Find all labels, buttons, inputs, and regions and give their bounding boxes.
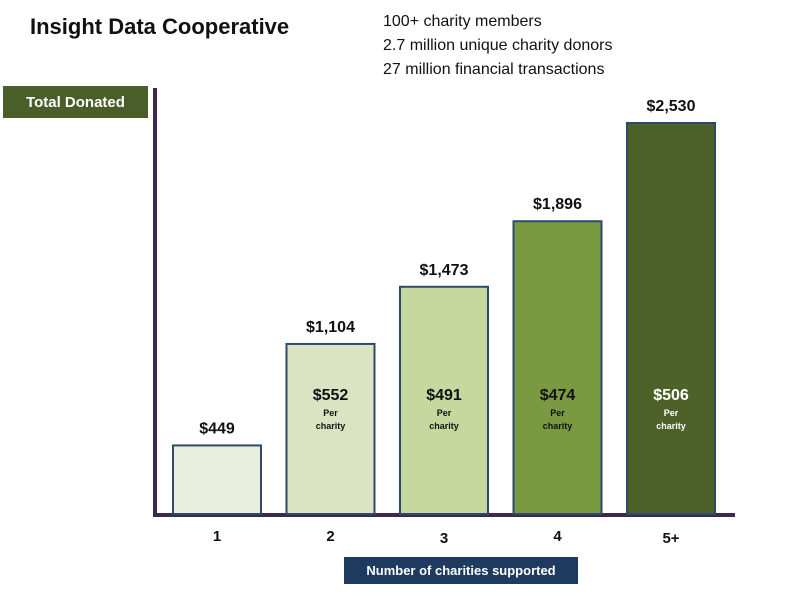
- y-axis-label: Total Donated: [3, 86, 148, 118]
- bar-value-label: $1,473: [420, 262, 469, 279]
- stat-donors: 2.7 million unique charity donors: [383, 37, 613, 54]
- stats-list: 100+ charity members 2.7 million unique …: [383, 10, 612, 82]
- chart-title: Insight Data Cooperative: [30, 14, 290, 39]
- per-charity-label: charity: [316, 421, 346, 431]
- bar-value-label: $449: [199, 420, 235, 437]
- per-charity-value: $552: [313, 387, 349, 404]
- bar-4: [512, 220, 603, 515]
- per-charity-label: Per: [323, 408, 338, 418]
- per-charity-label: Per: [437, 408, 452, 418]
- x-tick-label: 4: [553, 528, 562, 545]
- stat-members: 100+ charity members: [383, 13, 542, 30]
- per-charity-label: charity: [429, 421, 459, 431]
- per-charity-value: $491: [426, 387, 462, 404]
- per-charity-label: Per: [664, 408, 679, 418]
- per-charity-value: $506: [653, 387, 689, 404]
- per-charity-label: charity: [543, 421, 573, 431]
- per-charity-value: $474: [540, 387, 576, 404]
- bar-1: [172, 444, 262, 515]
- x-tick-label: 1: [213, 528, 221, 545]
- bar-2: [285, 342, 376, 516]
- x-tick-label: 3: [440, 530, 448, 547]
- bar-value-label: $1,896: [533, 196, 582, 213]
- x-axis-label: Number of charities supported: [344, 557, 578, 584]
- bar-5: [626, 122, 716, 515]
- x-tick-label: 2: [326, 528, 334, 545]
- per-charity-label: charity: [656, 421, 686, 431]
- bar-value-label: $2,530: [647, 98, 696, 115]
- stat-transactions: 27 million financial transactions: [383, 61, 605, 78]
- bar-value-label: $1,104: [306, 319, 355, 336]
- x-tick-label: 5+: [662, 530, 679, 547]
- per-charity-label: Per: [550, 408, 565, 418]
- bar-3: [399, 285, 489, 515]
